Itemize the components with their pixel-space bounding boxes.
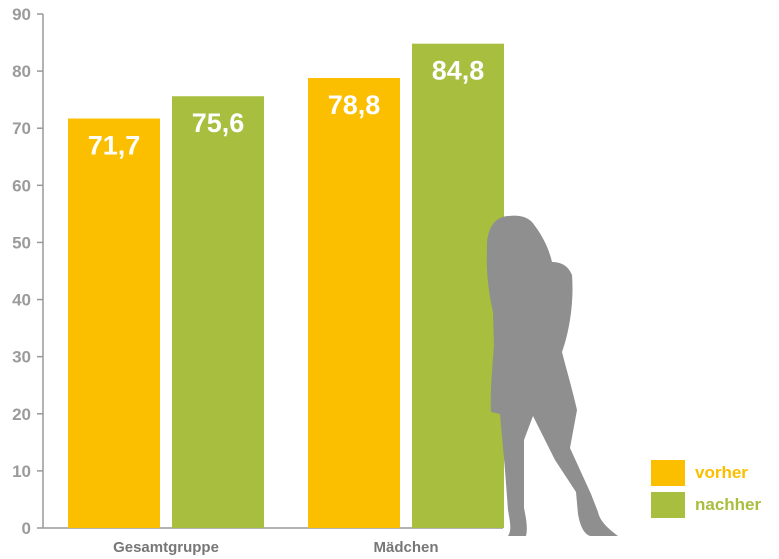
- y-tick-label: 90: [12, 5, 31, 24]
- legend-swatch-vorher: [651, 460, 685, 486]
- legend-label-vorher: vorher: [695, 463, 748, 482]
- data-label: 84,8: [432, 56, 485, 86]
- data-label: 78,8: [328, 90, 381, 120]
- woman-silhouette-icon: [486, 215, 618, 536]
- legend: vorher nachher: [651, 459, 761, 523]
- data-labels: 71,7 75,6 78,8 84,8: [88, 56, 485, 161]
- category-label: Mädchen: [373, 539, 438, 556]
- data-label: 75,6: [192, 108, 245, 138]
- y-tick-label: 60: [12, 176, 31, 195]
- y-tick-label: 50: [12, 233, 31, 252]
- bar-nachher-0: [172, 96, 264, 529]
- category-labels: Gesamtgruppe Mädchen: [113, 539, 438, 556]
- y-tick-label: 40: [12, 291, 31, 310]
- y-tick-label: 10: [12, 462, 31, 481]
- category-label: Gesamtgruppe: [113, 539, 219, 556]
- y-tick-label: 70: [12, 119, 31, 138]
- y-tick-label: 0: [22, 519, 31, 538]
- y-tick-label: 80: [12, 62, 31, 81]
- bar-vorher-0: [68, 118, 160, 528]
- legend-item-vorher: vorher: [651, 459, 761, 487]
- legend-swatch-nachher: [651, 492, 685, 518]
- bar-vorher-1: [308, 77, 400, 528]
- y-tick-label: 20: [12, 405, 31, 424]
- legend-label-nachher: nachher: [695, 495, 762, 514]
- y-tick-label: 30: [12, 348, 31, 367]
- data-label: 71,7: [88, 131, 141, 161]
- legend-item-nachher: nachher: [651, 491, 761, 519]
- silhouette-shape: [486, 215, 618, 536]
- bars: [68, 43, 504, 529]
- y-axis: 0 10 20 30 40 50 60 70 80 90: [12, 5, 503, 538]
